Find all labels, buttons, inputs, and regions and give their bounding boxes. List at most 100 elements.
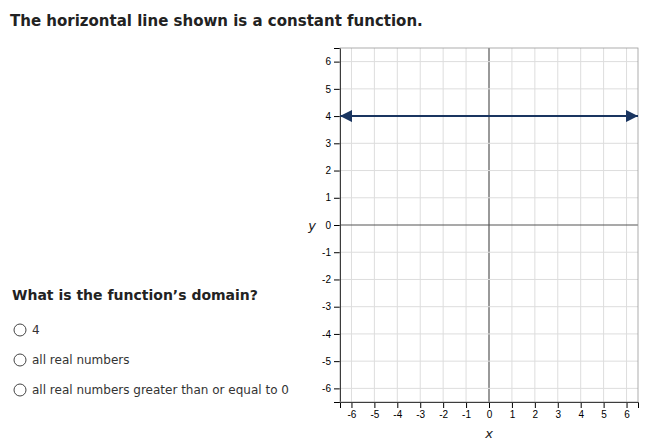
y-tick-mark bbox=[334, 307, 340, 308]
y-tick: -5 bbox=[322, 356, 340, 367]
y-tick-label: 4 bbox=[325, 111, 331, 122]
x-tick-label: -4 bbox=[393, 409, 402, 420]
x-tick-label: 3 bbox=[555, 409, 561, 420]
y-tick: -6 bbox=[322, 383, 340, 394]
x-tick-label: -3 bbox=[416, 409, 425, 420]
grid-line bbox=[340, 252, 638, 253]
y-tick-mark bbox=[334, 89, 340, 90]
x-tick: 0 bbox=[487, 402, 493, 420]
y-tick: 2 bbox=[325, 165, 340, 176]
y-tick: -1 bbox=[322, 247, 340, 258]
grid-line bbox=[340, 170, 638, 171]
y-tick: -2 bbox=[322, 274, 340, 285]
x-tick-mark bbox=[351, 402, 352, 408]
y-tick-mark bbox=[334, 225, 340, 226]
x-tick-mark bbox=[420, 402, 421, 408]
grid-line bbox=[340, 197, 638, 198]
plot: -6 -5 -4 -3 -2 -1 0 1 2 3 4 5 6 -6 -5 -4 -3 -2 -1 0 1 2 3 4 5 6 x y bbox=[307, 48, 638, 441]
x-axis: -6 -5 -4 -3 -2 -1 0 1 2 3 4 5 6 bbox=[341, 402, 639, 420]
x-tick-mark bbox=[512, 402, 513, 408]
grid-line bbox=[340, 388, 638, 389]
y-tick-label: -2 bbox=[322, 274, 331, 285]
x-tick-label: 6 bbox=[624, 409, 630, 420]
x-tick: -4 bbox=[393, 402, 402, 420]
y-tick-mark bbox=[334, 388, 340, 389]
x-tick-mark bbox=[466, 402, 467, 408]
x-tick-mark bbox=[374, 402, 375, 408]
zero-line bbox=[340, 224, 638, 225]
x-tick-label: 5 bbox=[601, 409, 607, 420]
y-tick-mark bbox=[334, 279, 340, 280]
x-tick-label: 1 bbox=[510, 409, 516, 420]
x-tick: -2 bbox=[439, 402, 448, 420]
x-tick-label: -5 bbox=[370, 409, 379, 420]
question: What is the function’s domain? bbox=[12, 287, 258, 303]
grid-line bbox=[340, 143, 638, 144]
x-tick: 1 bbox=[510, 402, 516, 420]
y-tick-mark bbox=[334, 171, 340, 172]
chart: The horizontal line shown is a constant … bbox=[0, 0, 658, 444]
x-axis-title: x bbox=[484, 426, 493, 441]
x-tick: 2 bbox=[533, 402, 539, 420]
x-tick-mark bbox=[397, 402, 398, 408]
y-tick-label: -1 bbox=[322, 247, 331, 258]
y-tick-mark bbox=[334, 361, 340, 362]
x-axis-line bbox=[341, 403, 639, 409]
y-tick-label: 5 bbox=[325, 84, 331, 95]
x-tick-mark bbox=[443, 402, 444, 408]
y-tick: 4 bbox=[325, 111, 340, 122]
title: The horizontal line shown is a constant … bbox=[10, 12, 423, 30]
grid-line bbox=[340, 61, 638, 62]
x-tick-label: 2 bbox=[533, 409, 539, 420]
option: 4 bbox=[32, 323, 40, 337]
y-tick: 5 bbox=[325, 84, 340, 95]
x-tick: -5 bbox=[370, 402, 379, 420]
y-tick-label: 1 bbox=[325, 192, 331, 203]
y-tick-label: -6 bbox=[322, 383, 331, 394]
y-tick-label: 3 bbox=[325, 138, 331, 149]
x-tick-label: 0 bbox=[487, 409, 493, 420]
y-tick-label: 2 bbox=[325, 165, 331, 176]
radio bbox=[14, 384, 26, 396]
y-tick-label: -5 bbox=[322, 356, 331, 367]
x-tick-mark bbox=[489, 402, 490, 408]
x-tick: -1 bbox=[462, 402, 471, 420]
y-tick-label: -4 bbox=[322, 329, 331, 340]
y-tick-mark bbox=[334, 143, 340, 144]
x-tick: 4 bbox=[578, 402, 584, 420]
option: all real numbers greater than or equal t… bbox=[32, 383, 289, 397]
x-tick-mark bbox=[627, 402, 628, 408]
grid-line bbox=[340, 279, 638, 280]
y-tick-mark bbox=[334, 334, 340, 335]
y-tick-label: 0 bbox=[325, 220, 331, 231]
function-line bbox=[340, 115, 638, 117]
x-tick-mark bbox=[581, 402, 582, 408]
y-tick-mark bbox=[334, 198, 340, 199]
x-tick: 6 bbox=[624, 402, 630, 420]
y-tick-mark bbox=[334, 62, 340, 63]
radio bbox=[14, 324, 26, 336]
x-tick-label: -6 bbox=[348, 409, 357, 420]
x-tick-mark bbox=[535, 402, 536, 408]
y-tick-label: -3 bbox=[322, 301, 331, 312]
grid-line bbox=[340, 333, 638, 334]
y-tick-mark bbox=[334, 252, 340, 253]
x-tick-label: 4 bbox=[578, 409, 584, 420]
y-tick-mark bbox=[334, 116, 340, 117]
radio bbox=[14, 354, 26, 366]
grid-line bbox=[340, 306, 638, 307]
x-tick: -3 bbox=[416, 402, 425, 420]
y-tick: -4 bbox=[322, 329, 340, 340]
x-tick-mark bbox=[604, 402, 605, 408]
y-tick: 1 bbox=[325, 192, 340, 203]
marks bbox=[340, 116, 638, 117]
y-axis-title: y bbox=[307, 218, 316, 233]
y-tick: 3 bbox=[325, 138, 340, 149]
frame bbox=[340, 48, 638, 402]
y-tick: 0 bbox=[325, 220, 340, 231]
x-tick-mark bbox=[558, 402, 559, 408]
y-tick: -3 bbox=[322, 301, 340, 312]
y-tick-label: 6 bbox=[325, 56, 331, 67]
grid bbox=[340, 48, 638, 402]
y-axis-line bbox=[334, 49, 341, 403]
